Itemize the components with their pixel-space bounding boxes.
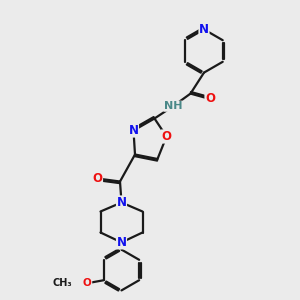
Text: O: O	[83, 278, 92, 288]
Text: O: O	[205, 92, 215, 106]
Text: N: N	[128, 124, 139, 137]
Text: NH: NH	[164, 101, 182, 111]
Text: O: O	[92, 172, 103, 185]
Text: CH₃: CH₃	[52, 278, 72, 288]
Text: O: O	[161, 130, 172, 143]
Text: N: N	[199, 23, 209, 36]
Text: N: N	[116, 196, 127, 209]
Text: N: N	[116, 236, 127, 249]
